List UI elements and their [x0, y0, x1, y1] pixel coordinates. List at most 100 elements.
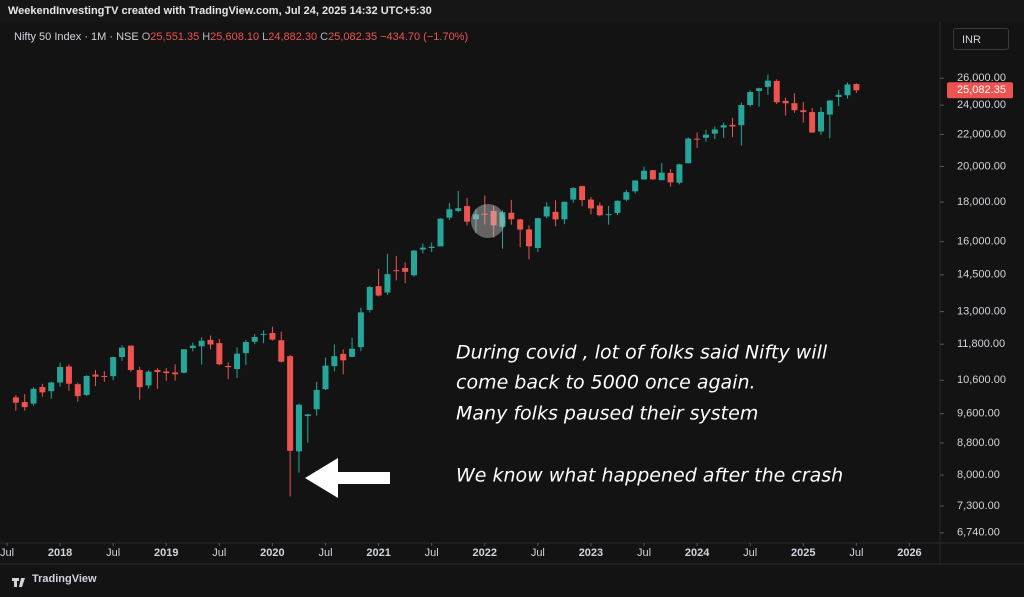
candle-body — [543, 206, 550, 217]
candle-body — [428, 246, 435, 248]
y-tick-label: 7,300.00 — [957, 500, 1000, 512]
x-tick-label: Jul — [743, 547, 757, 559]
y-tick-label: 6,740.00 — [957, 527, 1000, 539]
y-tick-label: 18,000.00 — [957, 196, 1006, 208]
candle-body — [119, 347, 126, 358]
change: −434.70 (−1.70%) — [380, 31, 469, 43]
caption: WeekendInvestingTV created with TradingV… — [8, 5, 432, 17]
arrow-shaft — [330, 472, 390, 484]
candle-body — [526, 229, 533, 247]
candle-body — [357, 312, 364, 348]
x-tick-label: Jul — [531, 547, 545, 559]
x-tick-label: 2019 — [154, 547, 178, 559]
candle-body — [57, 366, 64, 383]
currency-button[interactable]: INR — [953, 28, 1009, 50]
x-tick-label: Jul — [212, 547, 226, 559]
y-tick-label: 10,600.00 — [957, 374, 1006, 386]
arrow-head — [305, 458, 338, 498]
candle-body — [313, 389, 320, 410]
candle-body — [180, 349, 187, 373]
candle-body — [278, 340, 285, 362]
ohlc-key: L — [262, 31, 269, 43]
candle-body — [145, 371, 152, 386]
candle-body — [198, 340, 205, 347]
x-tick-label: 2018 — [48, 547, 72, 559]
candle-body — [127, 345, 134, 370]
y-tick-label: 13,000.00 — [957, 305, 1006, 317]
arrow — [305, 458, 390, 498]
y-tick-label: 9,600.00 — [957, 408, 1000, 420]
candle-body — [605, 214, 612, 216]
candle-body — [649, 170, 656, 180]
annotation: Many folks paused their system — [456, 403, 758, 425]
candle-body — [92, 374, 99, 377]
candle-body — [136, 369, 143, 388]
x-tick-label: Jul — [106, 547, 120, 559]
candle-body — [579, 186, 586, 201]
candle-body — [39, 387, 46, 393]
logo — [12, 578, 25, 587]
candle-body — [464, 206, 471, 222]
candle-body — [225, 365, 232, 368]
candle-body — [764, 80, 771, 87]
candle-body — [455, 208, 462, 211]
candle-body — [711, 129, 718, 134]
candle-body — [74, 384, 81, 397]
candle-body — [587, 199, 594, 209]
chart-bg — [0, 22, 1024, 597]
candle-body — [437, 218, 444, 247]
y-tick-label: 11,800.00 — [957, 338, 1005, 350]
candle-body — [172, 372, 179, 375]
last-price-label: 25,082.35 — [957, 84, 1006, 96]
candle-body — [419, 247, 426, 250]
candle-body — [570, 188, 577, 200]
candle-body — [517, 219, 524, 230]
ohlc-value: 25,608.10 — [210, 31, 260, 43]
last-price-box — [947, 82, 1013, 99]
candle-body — [366, 287, 373, 310]
candle-body — [242, 342, 249, 354]
candle-body — [614, 200, 621, 213]
ohlc-key: O — [141, 31, 151, 43]
candle-body — [251, 336, 258, 342]
candle-body — [676, 164, 683, 183]
y-tick-label: 22,000.00 — [957, 128, 1006, 140]
candle-body — [402, 267, 409, 272]
candle-body — [472, 214, 479, 220]
legend-header: Nifty 50 Index · 1M · NSE O25,551.35 H25,6… — [14, 31, 471, 43]
ohlc-value: 25,082.35 — [328, 31, 378, 43]
candle-body — [632, 180, 639, 192]
candle-body — [623, 192, 630, 200]
candle-body — [720, 125, 727, 128]
candle-body — [393, 270, 400, 272]
candle-body — [809, 112, 816, 133]
candle-body — [499, 212, 506, 227]
candle-body — [508, 212, 515, 220]
footer-brand: TradingView — [32, 573, 97, 585]
candle-body — [30, 388, 37, 404]
candle-body — [853, 84, 860, 91]
candle-body — [163, 371, 170, 374]
annotation: During covid , lot of folks said Nifty w… — [456, 342, 828, 364]
x-tick-label: Jul — [0, 547, 14, 559]
candle-body — [702, 134, 709, 138]
candle-body — [729, 124, 736, 127]
y-tick-label: 8,000.00 — [957, 469, 1000, 481]
candle-body — [561, 201, 568, 220]
x-tick-label: 2023 — [579, 547, 603, 559]
candle-body — [658, 172, 665, 181]
candle-body — [835, 94, 842, 97]
candle-body — [21, 402, 28, 408]
candle-body — [83, 375, 90, 395]
x-tick-label: 2024 — [685, 547, 710, 559]
candle-body — [12, 397, 19, 403]
candle-body — [685, 138, 692, 164]
annotation: come back to 5000 once again. — [456, 372, 756, 394]
y-tick-label: 24,000.00 — [957, 99, 1006, 111]
ohlc-key: H — [202, 31, 211, 43]
candle-body — [375, 286, 382, 296]
candle-body — [641, 170, 648, 180]
y-tick-label: 8,800.00 — [957, 437, 1000, 449]
candle-body — [791, 103, 798, 111]
